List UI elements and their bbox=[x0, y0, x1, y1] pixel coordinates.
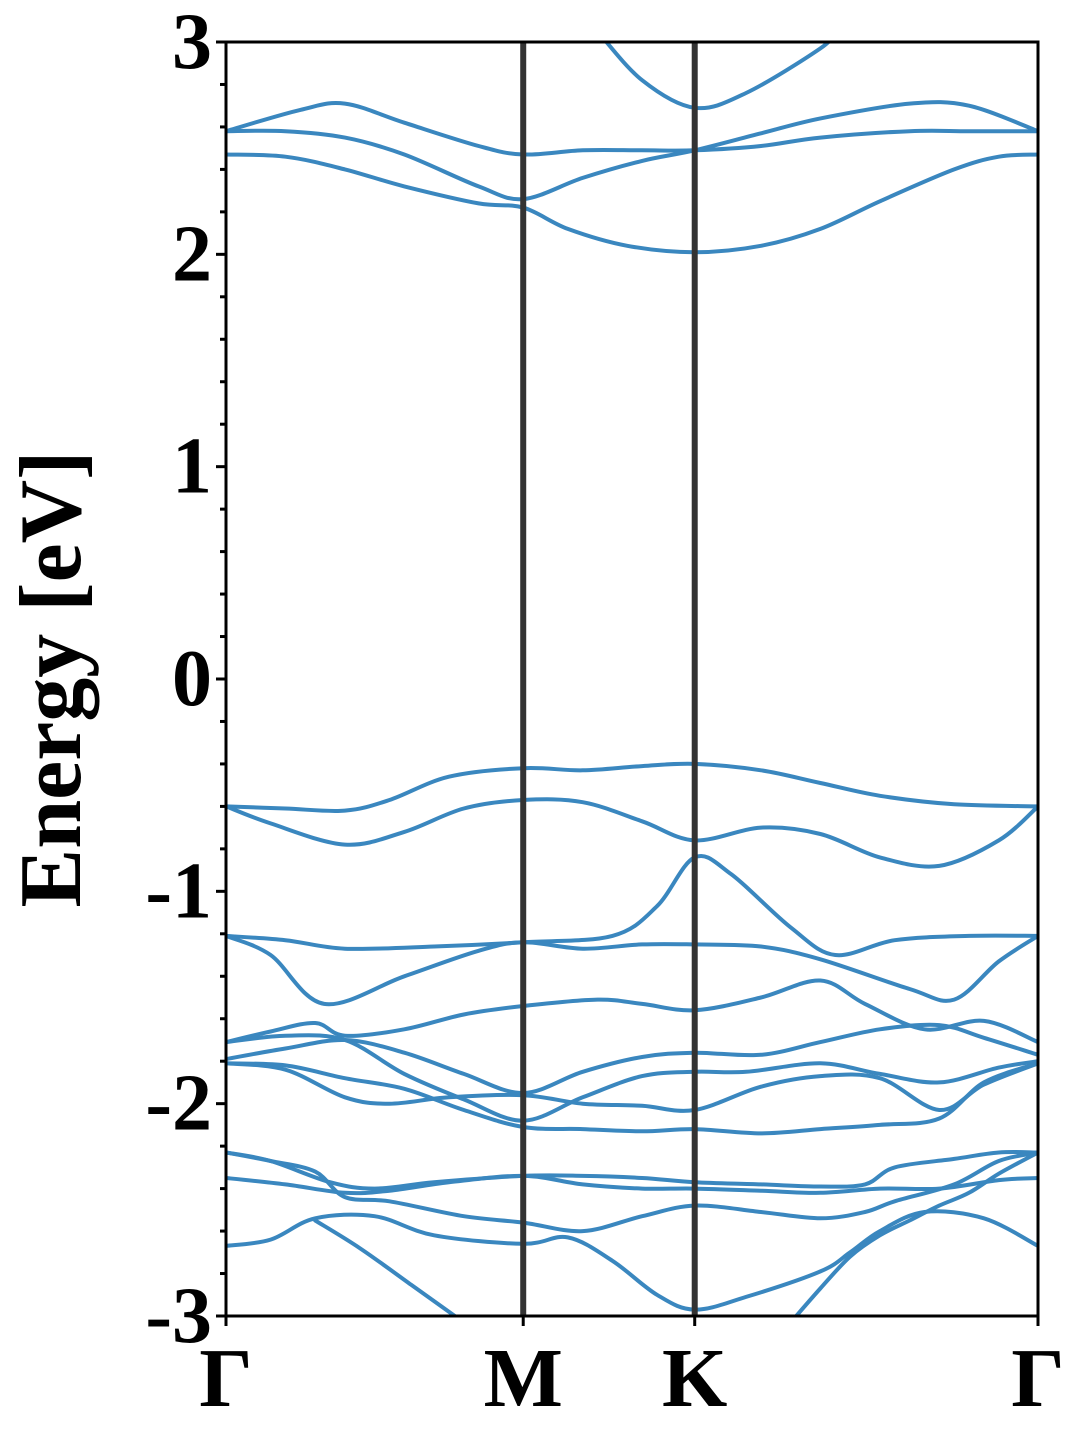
band-line-3 bbox=[226, 152, 1038, 255]
band-line-7 bbox=[226, 854, 1038, 958]
x-tick-label: K bbox=[662, 1332, 727, 1425]
band-line-8 bbox=[226, 933, 1038, 1007]
y-tick-label: 1 bbox=[172, 423, 212, 511]
band-line-9 bbox=[226, 978, 1038, 1045]
y-axis-ticks: -3 -2 -1 0 1 2 3 bbox=[145, 0, 226, 1360]
band-line-6 bbox=[226, 797, 1038, 869]
band-line-11 bbox=[226, 1033, 1038, 1123]
band-line-5 bbox=[226, 761, 1038, 814]
band-line-14 bbox=[226, 1150, 1038, 1191]
y-tick-label: 0 bbox=[172, 635, 212, 723]
band-line-1 bbox=[226, 101, 1038, 157]
x-tick-label: M bbox=[484, 1332, 563, 1425]
y-tick-label: -1 bbox=[145, 847, 212, 935]
y-tick-label: -3 bbox=[145, 1272, 212, 1360]
band-line-17 bbox=[226, 1209, 1038, 1312]
band-line-16 bbox=[226, 1150, 1038, 1234]
band-lines bbox=[226, 42, 1038, 1316]
y-tick-label: -2 bbox=[145, 1060, 212, 1148]
high-symmetry-dividers bbox=[520, 42, 698, 1316]
band-line-18 bbox=[313, 1218, 459, 1316]
band-line-15 bbox=[226, 1173, 1038, 1196]
band-line-4 bbox=[603, 42, 832, 111]
band-line-19 bbox=[793, 1150, 1038, 1316]
x-tick-label: Γ bbox=[1011, 1332, 1064, 1425]
y-tick-label: 3 bbox=[172, 0, 212, 86]
band-line-2 bbox=[226, 100, 1038, 202]
band-line-13 bbox=[226, 1061, 1038, 1136]
band-line-10 bbox=[226, 1022, 1038, 1096]
y-axis-title: Energy [eV] bbox=[3, 451, 100, 908]
x-tick-label: Γ bbox=[199, 1332, 252, 1425]
band-line-12 bbox=[226, 1061, 1038, 1113]
y-tick-label: 2 bbox=[172, 210, 212, 298]
